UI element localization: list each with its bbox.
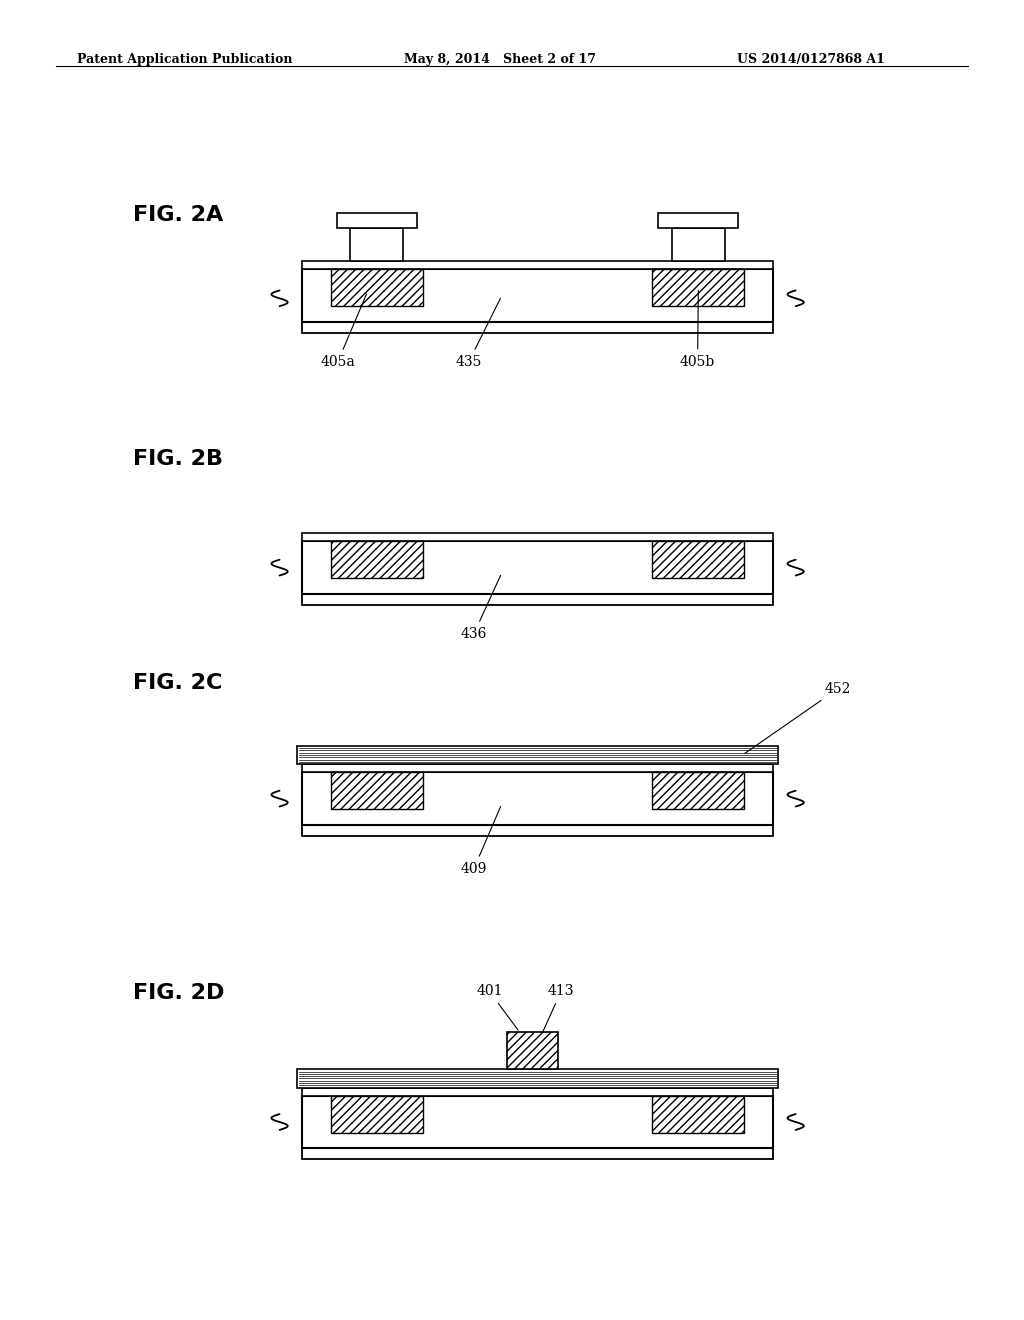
Bar [302, 1096, 773, 1148]
Text: 413: 413 [539, 985, 574, 1040]
Text: 409: 409 [461, 807, 501, 875]
Bar [302, 533, 773, 541]
Text: 405b: 405b [680, 290, 715, 368]
Text: US 2014/0127868 A1: US 2014/0127868 A1 [737, 53, 885, 66]
Bar [302, 322, 773, 333]
Bar [302, 269, 773, 322]
Bar [652, 772, 744, 809]
Text: May 8, 2014   Sheet 2 of 17: May 8, 2014 Sheet 2 of 17 [404, 53, 596, 66]
Text: 452: 452 [744, 682, 851, 754]
Bar [302, 541, 773, 594]
Text: FIG. 2A: FIG. 2A [133, 205, 223, 224]
Text: 435: 435 [456, 298, 501, 368]
Bar [350, 228, 403, 261]
Bar [302, 1088, 773, 1096]
Bar [302, 594, 773, 605]
Text: FIG. 2D: FIG. 2D [133, 983, 224, 1003]
Bar [337, 213, 417, 228]
Bar [652, 541, 744, 578]
Bar [331, 541, 423, 578]
Text: FIG. 2C: FIG. 2C [133, 673, 222, 693]
Bar [331, 1096, 423, 1133]
Bar [331, 772, 423, 809]
Bar [652, 269, 744, 306]
Text: FIG. 2B: FIG. 2B [133, 449, 223, 469]
Bar [652, 1096, 744, 1133]
Bar [302, 1148, 773, 1159]
Bar [331, 269, 423, 306]
Text: 436: 436 [461, 576, 501, 640]
Bar [302, 764, 773, 772]
Text: 405a: 405a [321, 294, 367, 368]
Bar [302, 772, 773, 825]
Text: 401: 401 [476, 985, 518, 1030]
Bar [297, 746, 778, 764]
Bar [302, 261, 773, 269]
Bar [507, 1032, 558, 1069]
Bar [658, 213, 738, 228]
Bar [297, 1069, 778, 1088]
Text: Patent Application Publication: Patent Application Publication [77, 53, 292, 66]
Bar [302, 825, 773, 836]
Bar [672, 228, 725, 261]
